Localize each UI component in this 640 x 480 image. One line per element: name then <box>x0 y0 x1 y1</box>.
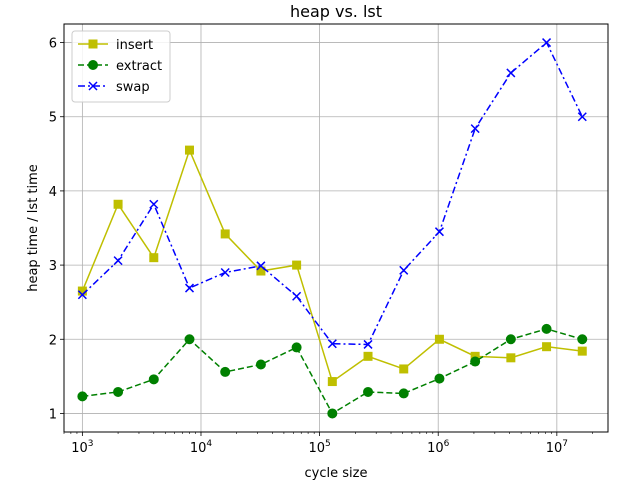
data-point-swap <box>292 291 302 301</box>
x-tick-label: 104 <box>190 439 213 456</box>
data-point-extract <box>220 366 231 377</box>
legend-marker <box>88 60 98 70</box>
data-point-extract <box>77 391 88 402</box>
legend-label: extract <box>116 59 162 74</box>
y-axis-label: heap time / lst time <box>26 164 41 292</box>
series-insert <box>77 145 587 387</box>
x-tick-exponent: 7 <box>562 439 568 449</box>
data-point-insert <box>363 351 373 361</box>
x-tick-base: 10 <box>427 441 444 456</box>
data-point-swap <box>506 68 516 78</box>
data-point-swap <box>434 227 444 237</box>
y-tick-label: 5 <box>49 111 57 126</box>
data-point-swap <box>577 112 587 122</box>
data-point-insert <box>577 346 587 356</box>
data-point-swap <box>399 265 409 275</box>
y-tick-label: 6 <box>49 37 57 52</box>
data-point-insert <box>399 364 409 374</box>
x-tick-base: 10 <box>546 441 563 456</box>
series-extract <box>77 323 588 419</box>
series-swap <box>77 38 587 349</box>
data-point-insert <box>506 353 516 363</box>
data-point-extract <box>327 408 338 419</box>
legend-label: swap <box>116 80 150 95</box>
data-point-insert <box>292 260 302 270</box>
data-point-swap <box>220 267 230 278</box>
data-point-extract <box>255 359 266 370</box>
data-point-insert <box>434 334 444 344</box>
chart-title: heap vs. lst <box>290 2 382 21</box>
legend-item-extract: extract <box>78 59 162 74</box>
data-point-swap <box>327 339 337 349</box>
data-point-extract <box>148 374 159 385</box>
data-point-extract <box>505 334 516 345</box>
data-point-swap <box>184 283 195 293</box>
x-tick-base: 10 <box>308 441 325 456</box>
x-tick-exponent: 6 <box>444 439 450 449</box>
x-axis-label: cycle size <box>305 466 368 480</box>
data-point-swap <box>542 38 552 48</box>
data-point-swap <box>256 261 266 271</box>
x-tick-base: 10 <box>190 441 207 456</box>
y-tick-label: 2 <box>49 333 57 348</box>
x-tick-label: 105 <box>308 439 330 456</box>
legend-marker <box>88 81 98 91</box>
legend-item-swap: swap <box>78 80 150 95</box>
data-point-swap <box>77 290 87 300</box>
data-point-insert <box>327 377 337 387</box>
series-line-swap <box>81 41 583 346</box>
data-point-extract <box>363 386 374 397</box>
x-tick-exponent: 3 <box>88 439 94 449</box>
legend-box <box>71 30 171 103</box>
data-point-extract <box>291 342 302 353</box>
legend-label: insert <box>116 38 153 53</box>
data-point-extract <box>398 388 409 399</box>
data-point-extract <box>470 356 481 367</box>
data-point-insert <box>149 253 159 263</box>
data-point-swap <box>149 199 159 209</box>
x-tick-base: 10 <box>71 441 88 456</box>
series-layer <box>77 38 588 419</box>
data-point-swap <box>113 256 123 266</box>
data-point-extract <box>541 323 552 334</box>
data-point-insert <box>220 229 230 239</box>
plot-frame <box>63 23 609 433</box>
x-tick-exponent: 5 <box>325 439 331 449</box>
x-tick-exponent: 4 <box>206 439 212 449</box>
x-tick-label: 106 <box>427 439 450 456</box>
data-point-insert <box>542 342 552 352</box>
y-tick-label: 4 <box>49 185 57 200</box>
x-tick-label: 107 <box>546 439 568 456</box>
y-tick-label: 1 <box>49 407 57 422</box>
data-point-swap <box>363 339 373 349</box>
legend-marker <box>88 39 98 49</box>
y-tick-label: 3 <box>49 259 57 274</box>
data-point-insert <box>113 199 123 209</box>
data-point-extract <box>434 373 445 384</box>
data-point-extract <box>577 334 588 345</box>
data-point-insert <box>256 266 266 276</box>
legend: insert extract swap <box>71 30 171 103</box>
data-point-insert <box>184 145 194 155</box>
legend-item-insert: insert <box>78 38 153 53</box>
data-point-extract <box>113 386 124 397</box>
data-point-extract <box>184 334 195 345</box>
data-point-swap <box>470 124 480 134</box>
x-tick-label: 103 <box>71 439 93 456</box>
series-line-insert <box>81 147 583 383</box>
